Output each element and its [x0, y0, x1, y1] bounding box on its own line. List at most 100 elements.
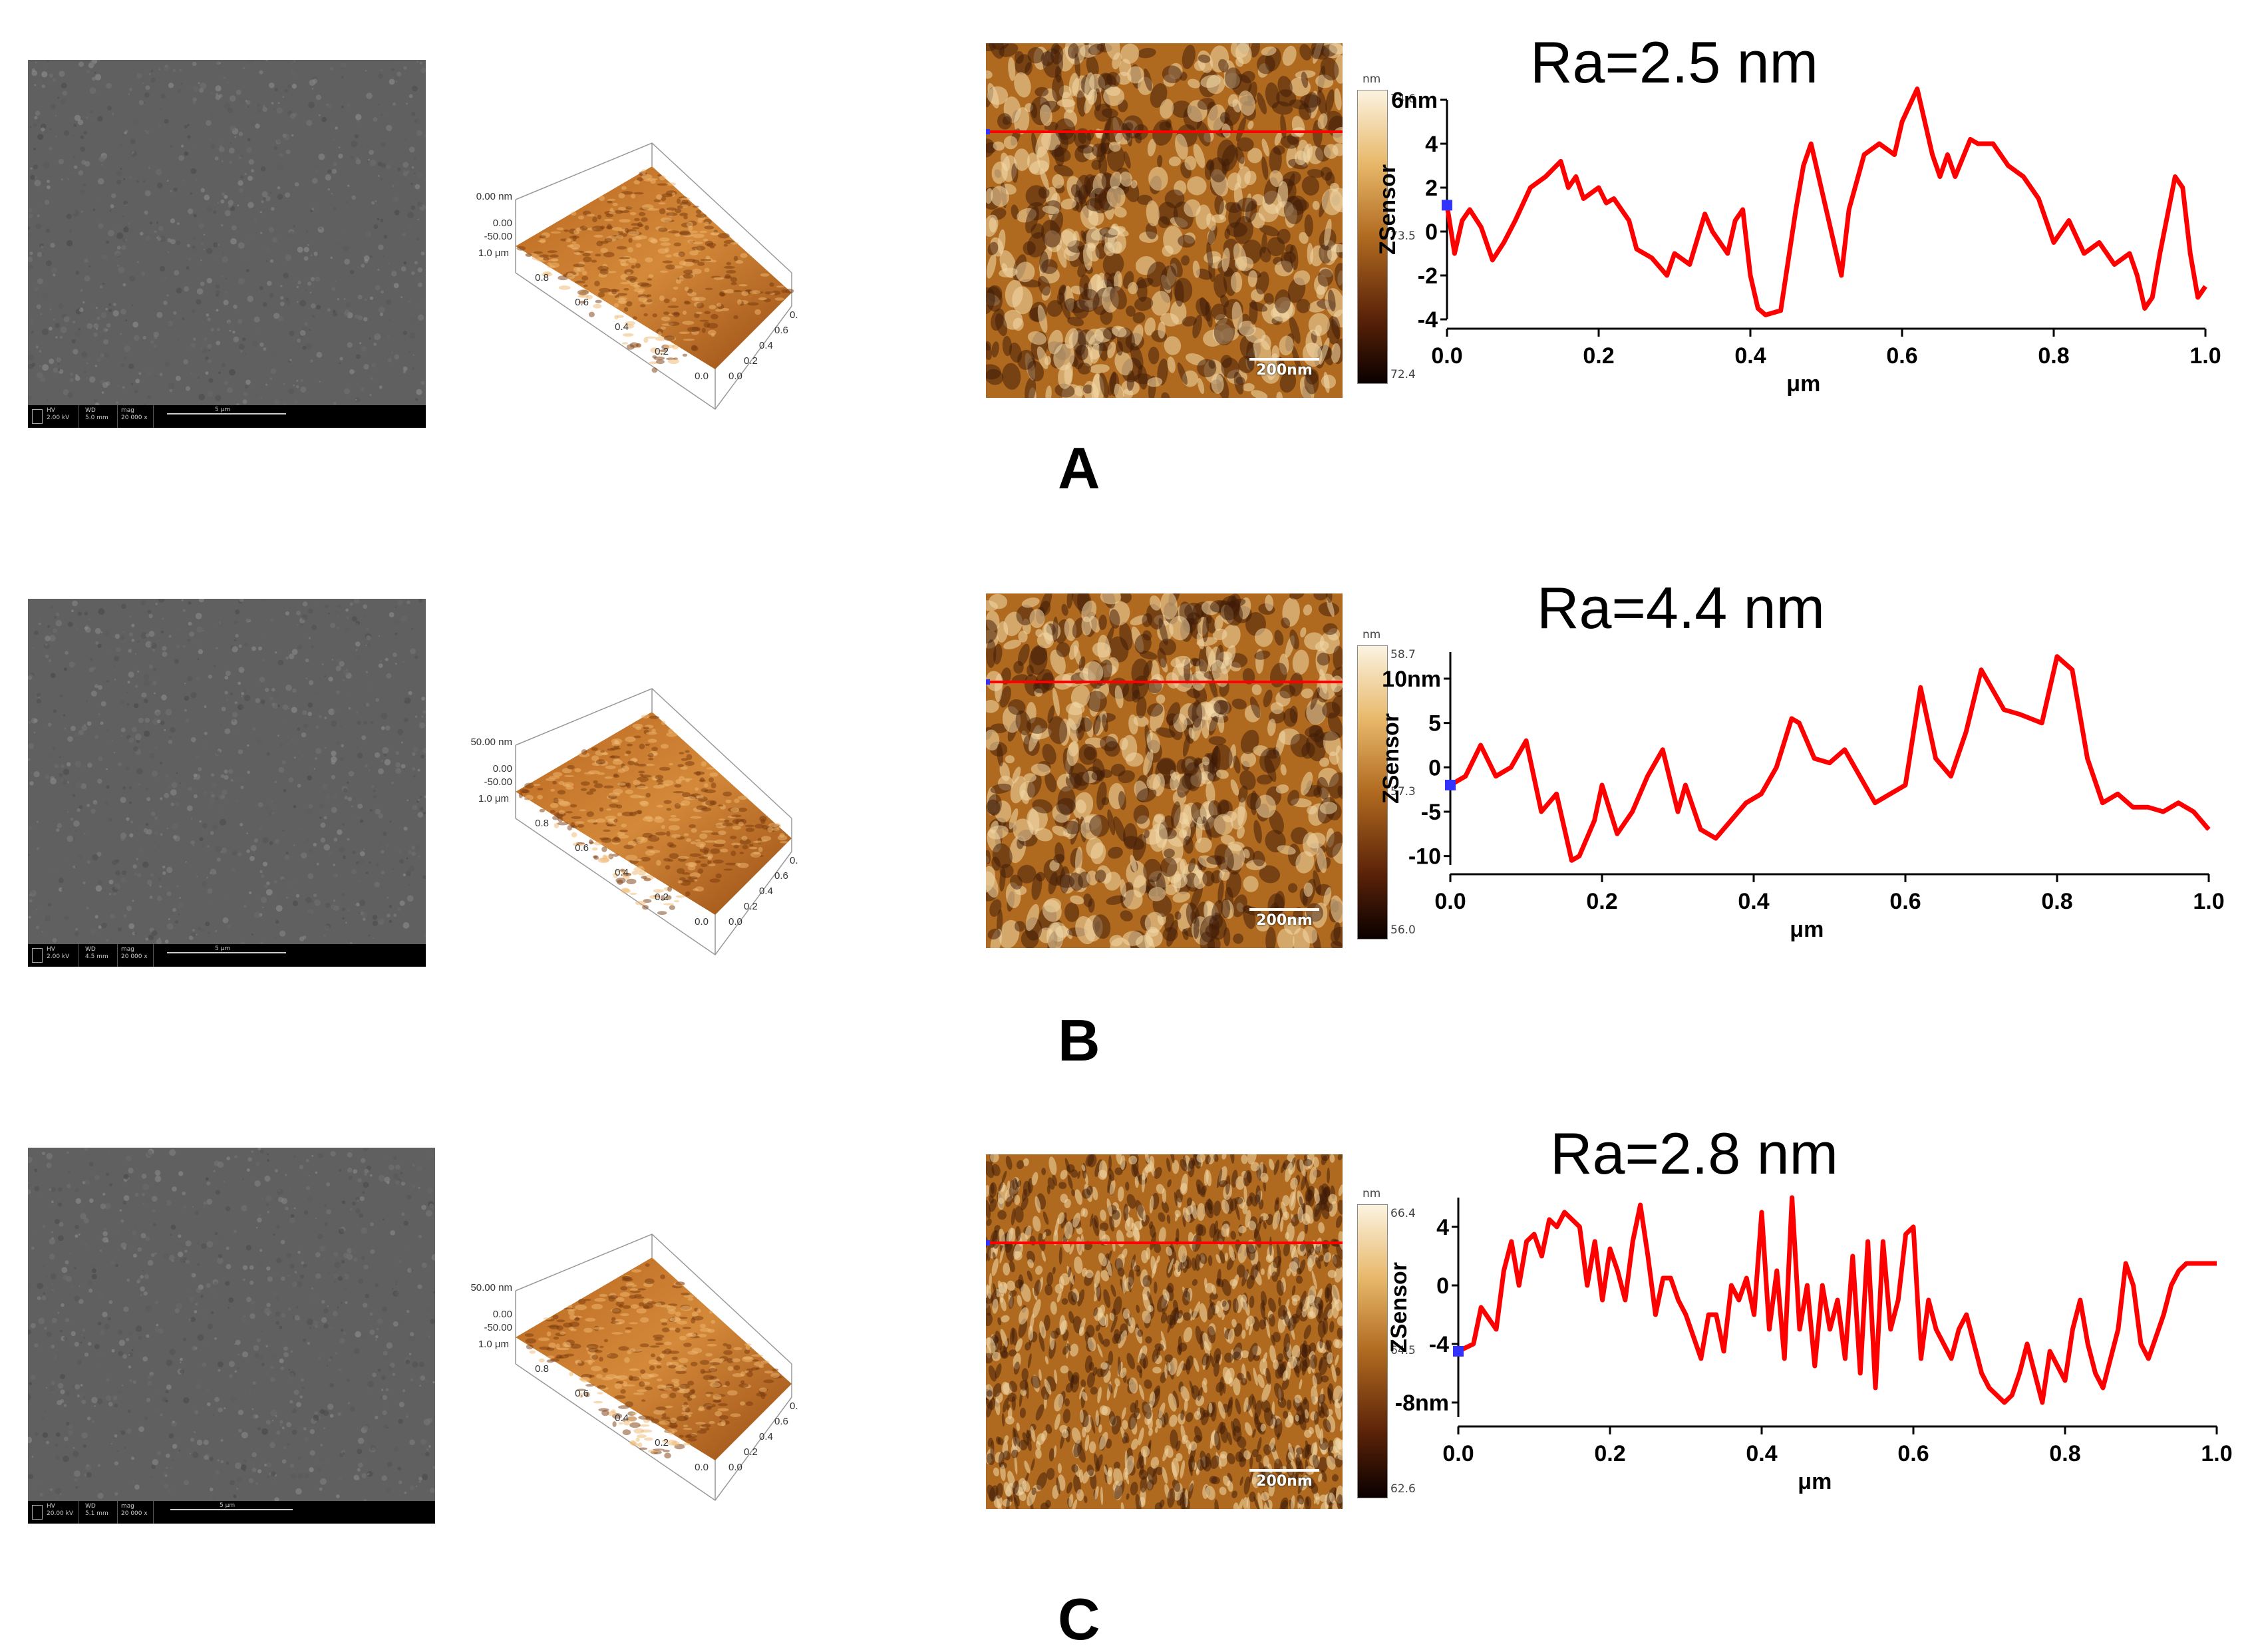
sem-wd-value: 4.5 mm [85, 953, 108, 961]
afm-3d-left-tick: 0.8 [535, 818, 549, 829]
afm-3d-left-tick: 0.4 [615, 1412, 629, 1424]
y-axis-label: ZSensor [1378, 713, 1404, 804]
sem-scale-line [167, 413, 286, 414]
afm-3d-z0-label: 0.00 [493, 218, 512, 229]
sem-mag-value: 20 000 x [121, 1510, 148, 1518]
afm-profile-marker[interactable] [986, 1240, 990, 1245]
afm-3d-left-tick: 0.4 [615, 867, 629, 878]
y-tick-label: 5 [1428, 711, 1441, 737]
y-tick-label: -4 [1418, 307, 1438, 333]
y-tick-label: 10nm [1382, 667, 1441, 692]
sem-hv-label: HV [47, 407, 69, 414]
x-tick-label: 0.6 [1886, 343, 1917, 369]
afm-3d-zmax-label: 50.00 nm [470, 737, 512, 748]
sem-separator [153, 1501, 154, 1524]
afm-3d-right-tick: 0.2 [744, 901, 758, 912]
afm-height-image [986, 593, 1343, 948]
y-axis-label: ZSensor [1386, 1262, 1412, 1353]
sem-wd-label: WD [85, 407, 108, 414]
sem-hv-value: 2.00 kV [47, 414, 69, 422]
afm-profile-marker[interactable] [986, 129, 990, 134]
profile-title: Ra=2.5 nm [1530, 33, 1818, 92]
afm-scale-bar: 200nm [1249, 908, 1319, 931]
profile-cursor-marker[interactable] [1442, 200, 1452, 210]
x-tick-label: 0.8 [2038, 343, 2069, 369]
sem-texture [28, 599, 426, 967]
afm-3d-left-tick: 0.4 [615, 321, 629, 333]
afm-scale-bar-line [1249, 1469, 1319, 1472]
x-tick-label: 0.2 [1586, 889, 1617, 914]
afm-3d-zmax-label: 0.00 nm [476, 191, 512, 202]
x-tick-label: 0.2 [1583, 343, 1614, 369]
sem-scale-label: 5 μm [215, 407, 230, 413]
x-tick-label: 0.0 [1431, 343, 1462, 369]
sem-scale-label: 5 μm [220, 1502, 235, 1509]
afm-3d-right-tick: 0.6 [774, 1416, 788, 1427]
afm-3d-z0-label: 0.00 [493, 1309, 512, 1320]
sem-mag-label: mag [121, 407, 148, 414]
panel-label: C [1058, 1590, 1100, 1649]
afm-3d-right-tick: 0.0 [728, 371, 742, 382]
afm-3d-left-tick: 0.0 [695, 371, 709, 382]
profile-cursor-marker[interactable] [1445, 780, 1456, 790]
sem-logo-icon [32, 409, 43, 424]
y-axis-label: ZSensor [1375, 164, 1400, 255]
afm-3d-left-tick: 0.2 [655, 892, 669, 903]
afm-3d-right-tick: 0.2 [744, 355, 758, 367]
sem-wd-label: WD [85, 1503, 108, 1510]
afm-3d-left-tick: 0.0 [695, 916, 709, 927]
afm-scale-bar-line [1249, 358, 1319, 361]
afm-scale-bar: 200nm [1249, 358, 1319, 381]
color-scale-gradient [1357, 1204, 1388, 1498]
x-tick-label: 0.6 [1889, 889, 1921, 914]
sem-wd-label: WD [85, 946, 108, 953]
x-axis-label: μm [1798, 1469, 1832, 1494]
afm-3d-right-tick: 0.4 [759, 340, 773, 351]
afm-3d-left-tick: 0.6 [575, 1388, 589, 1399]
x-tick-label: 1.0 [2189, 343, 2221, 369]
afm-3d-right-tick: 0.8 [790, 1401, 798, 1412]
afm-profile-marker[interactable] [986, 679, 990, 685]
sem-wd-value: 5.1 mm [85, 1510, 108, 1518]
y-tick-label: -5 [1421, 800, 1441, 825]
y-tick-label: 0 [1428, 755, 1441, 780]
x-tick-label: 0.6 [1897, 1441, 1929, 1466]
afm-3d-left-tick: 0.8 [535, 272, 549, 283]
profile-cursor-marker[interactable] [1453, 1346, 1464, 1357]
y-tick-label: 6nm [1391, 88, 1438, 113]
afm-3d-right-tick: 0.6 [774, 325, 788, 336]
sem-hv-label: HV [47, 1503, 73, 1510]
afm-3d-left-tick: 0.6 [575, 842, 589, 854]
y-tick-label: -8nm [1395, 1391, 1449, 1416]
profile-series-line [1458, 1198, 2217, 1403]
sem-mag-label: mag [121, 946, 148, 953]
x-axis-label: μm [1786, 371, 1820, 397]
color-scale-unit: nm [1363, 1187, 1380, 1200]
x-tick-label: 0.2 [1594, 1441, 1625, 1466]
x-tick-label: 1.0 [2193, 889, 2224, 914]
afm-3d-zmin-label: -50.00 [484, 1322, 512, 1333]
afm-3d-zmax-label: 50.00 nm [470, 1282, 512, 1293]
afm-scale-bar-label: 200nm [1249, 1473, 1319, 1490]
x-tick-label: 0.4 [1734, 343, 1766, 369]
sem-separator [117, 1501, 118, 1524]
afm-3d-left-tick: 1.0 μm [478, 248, 509, 259]
afm-scale-bar-line [1249, 908, 1319, 911]
afm-3d-left-tick: 1.0 μm [478, 1339, 509, 1350]
afm-scale-bar-label: 200nm [1249, 912, 1319, 929]
x-tick-label: 0.4 [1746, 1441, 1777, 1466]
